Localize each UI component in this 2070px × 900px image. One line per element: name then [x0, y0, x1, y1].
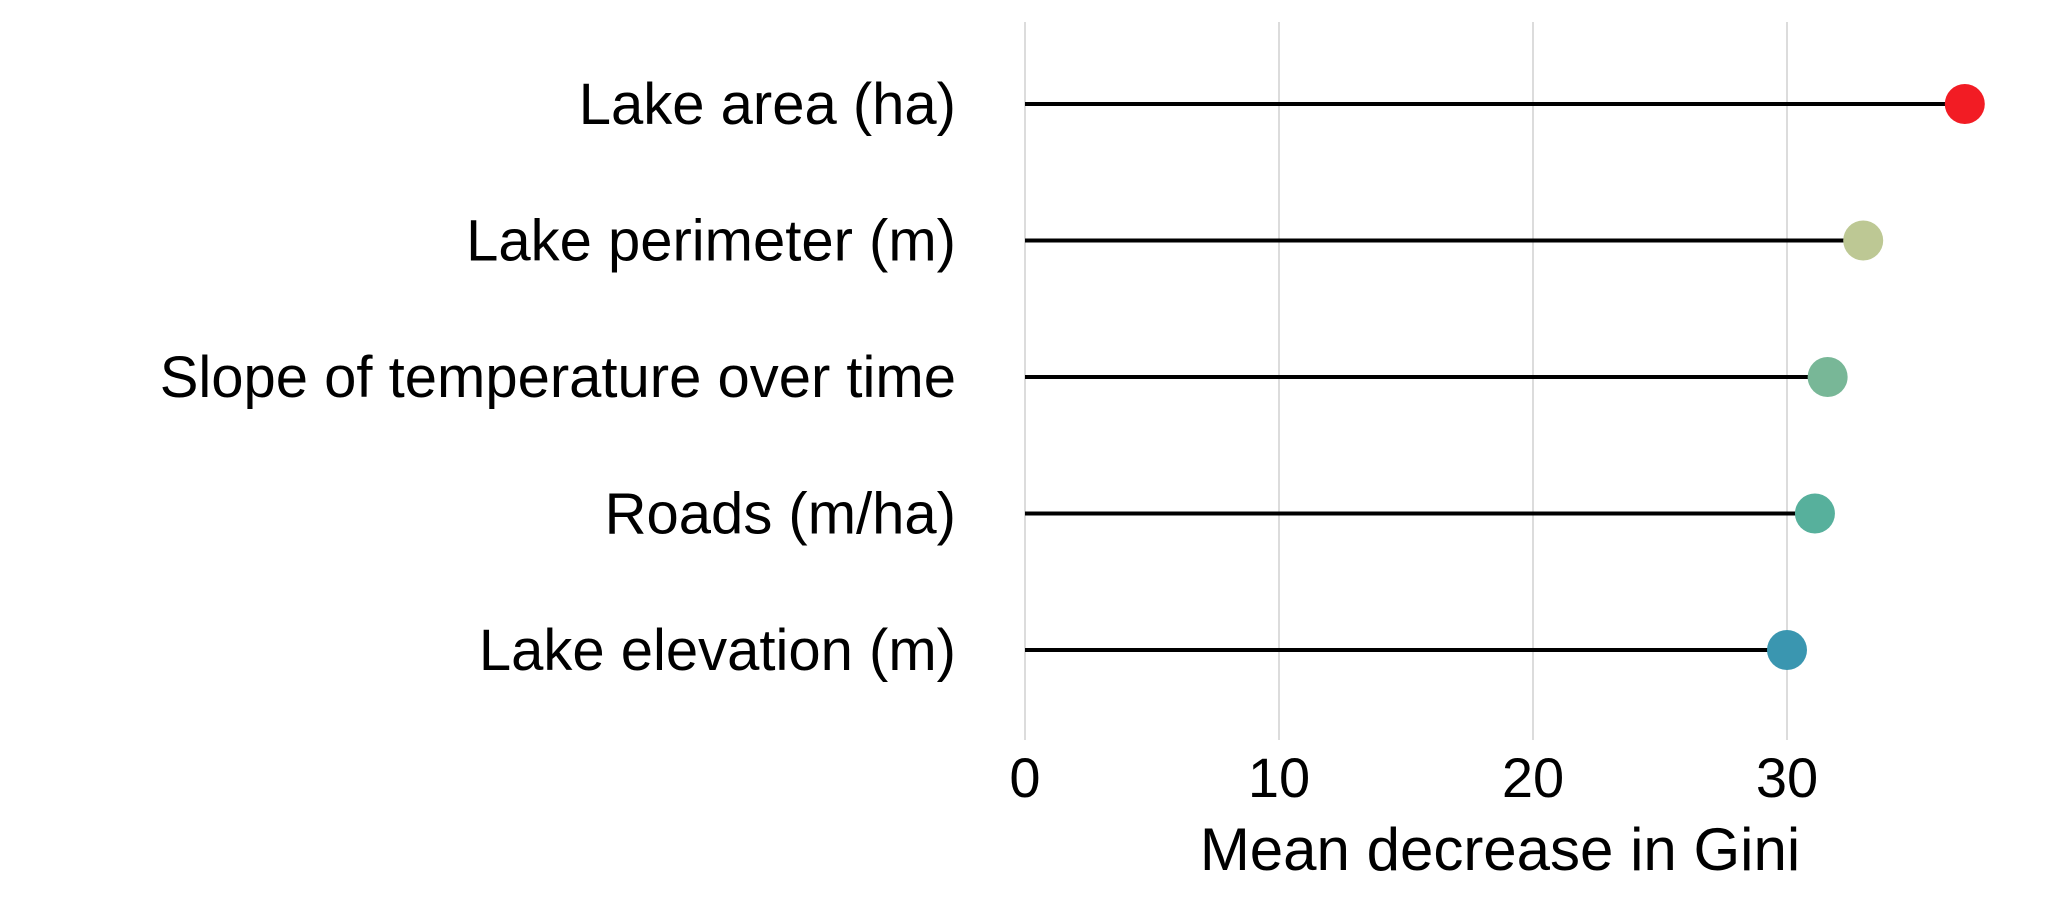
y-category-label: Lake perimeter (m) [466, 209, 956, 274]
y-category-label: Roads (m/ha) [605, 482, 956, 547]
x-tick-label: 10 [1248, 746, 1310, 809]
grid-lines [1024, 22, 1788, 740]
lollipop-dot [1843, 220, 1884, 261]
y-category-label: Slope of temperature over time [160, 345, 956, 410]
y-category-label: Lake elevation (m) [479, 618, 956, 683]
x-tick-label: 20 [1502, 746, 1564, 809]
x-tick-label: 0 [1009, 746, 1040, 809]
lollipop-dot [1807, 357, 1848, 397]
x-tick-label: 30 [1756, 746, 1818, 809]
x-axis-title: Mean decrease in Gini [1200, 816, 1800, 883]
y-axis-labels: Lake area (ha) Lake perimeter (m) Slope of… [160, 72, 956, 683]
y-category-label: Lake area (ha) [579, 72, 956, 137]
lollipop-dot [1794, 493, 1835, 534]
lollipop-dot [1944, 84, 1985, 124]
x-axis-tick-labels: 0 10 20 30 [1009, 746, 1818, 809]
lollipop-dot [1767, 630, 1807, 670]
lollipop-dots [1767, 84, 1985, 670]
lollipop-stems [1025, 102, 1965, 652]
